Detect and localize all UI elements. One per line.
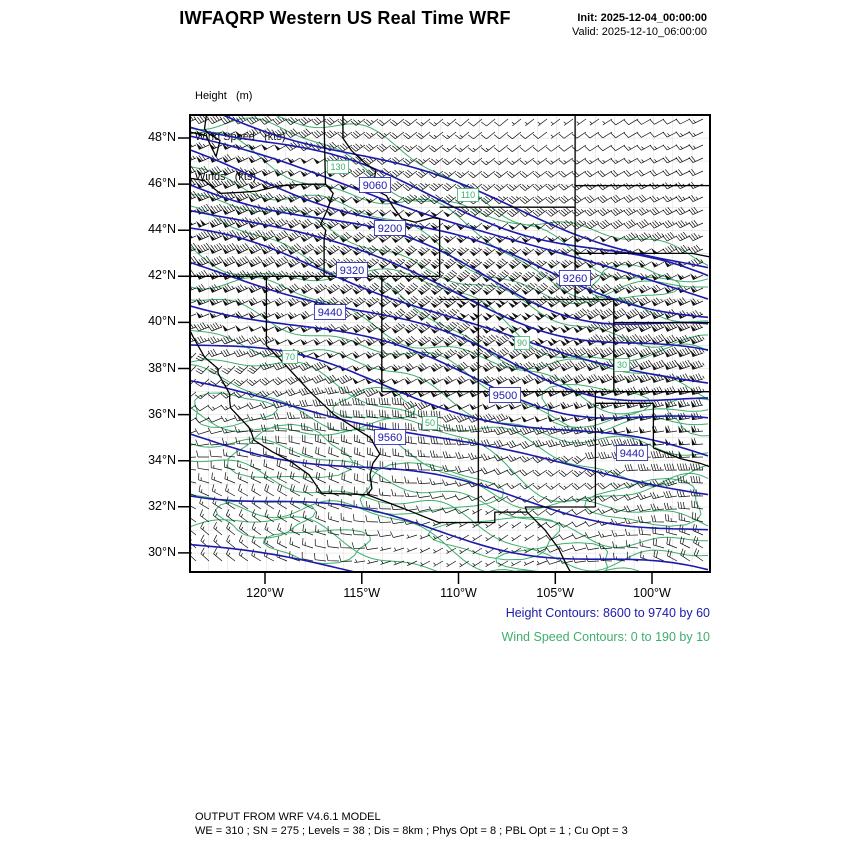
contour-label: 9260 bbox=[563, 273, 587, 285]
contour-label: 9200 bbox=[378, 223, 402, 235]
lat-tick-label: 48°N bbox=[148, 130, 176, 144]
lon-tick-label: 120°W bbox=[246, 586, 284, 600]
lon-tick-label: 115°W bbox=[343, 586, 381, 600]
contour-label-box bbox=[488, 387, 522, 403]
lat-tick-label: 40°N bbox=[148, 314, 176, 329]
contour-label: 9320 bbox=[340, 265, 364, 277]
contour-label: 9440 bbox=[318, 307, 342, 319]
contour-label: 130 bbox=[330, 162, 345, 172]
lat-tick-label: 38°N bbox=[148, 360, 176, 375]
lat-tick-label: 32°N bbox=[148, 498, 176, 513]
contour-label-box bbox=[282, 350, 298, 364]
contour-label: 70 bbox=[285, 352, 295, 362]
contour-label: 110 bbox=[461, 190, 475, 200]
contour-label-box bbox=[514, 336, 530, 350]
contour-label-box bbox=[614, 358, 630, 372]
contour-label-box bbox=[373, 429, 407, 445]
contour-label: 9440 bbox=[620, 448, 644, 460]
state-borders bbox=[190, 115, 710, 572]
lon-tick-label: 105°W bbox=[536, 586, 575, 600]
map-content: 130 110 90 70 50 30 9060 9200 9320 9440 9260 9500 95… bbox=[190, 115, 710, 572]
height-contour-legend: Height Contours: 8600 to 9740 by 60 bbox=[505, 606, 710, 620]
contour-label: 30 bbox=[617, 360, 627, 370]
lat-tick-label: 36°N bbox=[148, 406, 176, 421]
contour-label-box bbox=[422, 416, 438, 430]
page-title: IWFAQRP Western US Real Time WRF bbox=[179, 8, 511, 28]
valid-time: Valid: 2025-12-10_06:00:00 bbox=[572, 26, 707, 38]
contour-label-box bbox=[327, 160, 349, 174]
contour-label: 9060 bbox=[363, 180, 387, 192]
contour-label-box bbox=[373, 220, 407, 236]
axis-ticks bbox=[178, 137, 653, 584]
wind-barbs bbox=[190, 115, 705, 568]
map-frame bbox=[189, 114, 711, 573]
windspeed-contour-legend: Wind Speed Contours: 0 to 190 by 10 bbox=[501, 630, 710, 644]
lon-tick-label: 100°W bbox=[633, 586, 671, 600]
wrf-map-svg: 130 110 90 70 50 30 9060 9200 9320 9440 9260 9500 95… bbox=[178, 114, 711, 584]
model-footer: OUTPUT FROM WRF V4.6.1 MODEL WE = 310 ; … bbox=[195, 810, 628, 838]
lat-tick-label: 34°N bbox=[148, 452, 176, 467]
contour-label-box bbox=[615, 445, 649, 461]
contour-label-box bbox=[335, 262, 369, 278]
contour-label-box bbox=[358, 177, 392, 193]
lat-tick-label: 42°N bbox=[148, 268, 176, 283]
init-time: Init: 2025-12-04_00:00:00 bbox=[577, 12, 707, 24]
contour-label-box bbox=[558, 270, 592, 286]
height-contours bbox=[190, 115, 709, 572]
lon-tick-label: 110°W bbox=[440, 586, 477, 600]
contour-label-box bbox=[313, 304, 347, 320]
contour-label: 90 bbox=[517, 338, 527, 348]
contour-label: 9560 bbox=[378, 432, 402, 444]
lat-tick-label: 44°N bbox=[148, 222, 176, 237]
run-times: Init: 2025-12-04_00:00:00 Valid: 2025-12… bbox=[572, 11, 707, 39]
model-footer-line1: OUTPUT FROM WRF V4.6.1 MODEL bbox=[195, 811, 381, 823]
contour-label: 9500 bbox=[493, 390, 517, 402]
contour-label-box bbox=[457, 188, 479, 202]
contour-label: 50 bbox=[425, 418, 435, 428]
variable-legend-height: Height (m) bbox=[195, 90, 253, 102]
lat-tick-label: 30°N bbox=[148, 544, 176, 559]
lat-tick-label: 46°N bbox=[148, 176, 176, 191]
model-footer-line2: WE = 310 ; SN = 275 ; Levels = 38 ; Dis … bbox=[195, 825, 628, 837]
